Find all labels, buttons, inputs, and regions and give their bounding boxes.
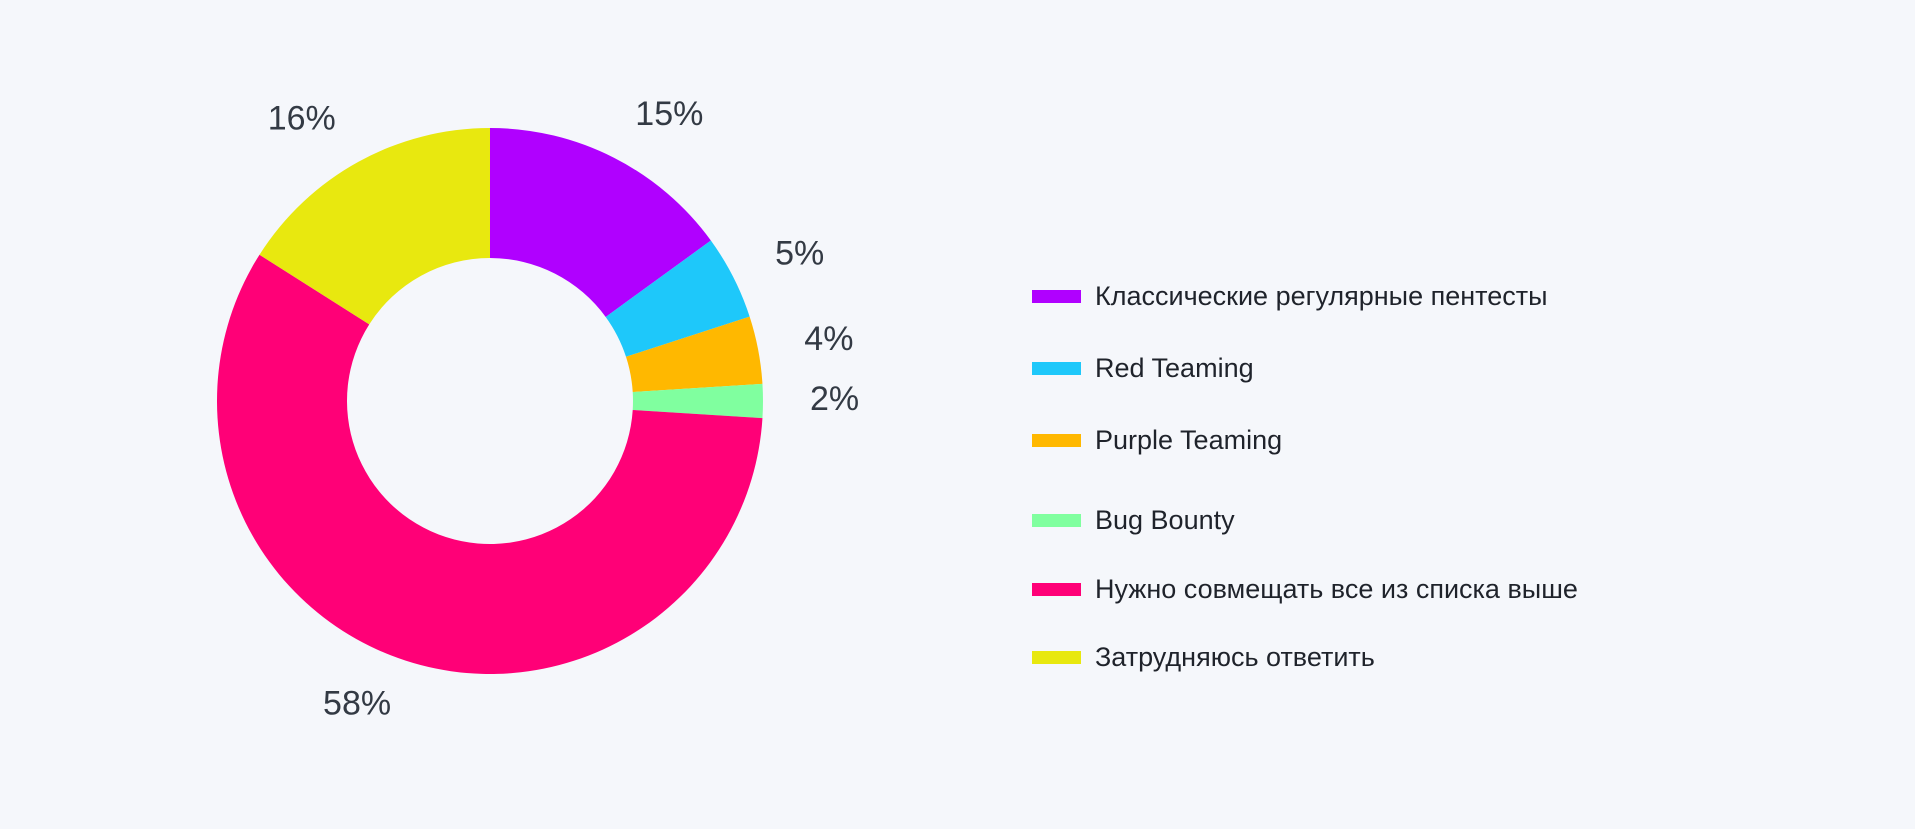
slice-hard-to-answer (259, 128, 490, 325)
legend-label: Затрудняюсь ответить (1095, 641, 1375, 672)
labels-layer: 15% 5% 4% 2% 58% 16% (268, 95, 859, 722)
data-label-pentests: 15% (635, 95, 703, 133)
slice-red-teaming (605, 240, 750, 357)
legend-label: Классические регулярные пентесты (1095, 280, 1548, 311)
slice-bug-bounty (632, 383, 763, 419)
legend-swatch (1032, 433, 1081, 447)
legend-label: Bug Bounty (1095, 504, 1235, 535)
legend-swatch (1032, 513, 1081, 527)
legend-label: Red Teaming (1095, 352, 1254, 383)
slice-combine-all (217, 254, 763, 674)
data-label-combine-all: 58% (323, 684, 391, 722)
legend-swatch (1032, 582, 1081, 596)
legend-item-red-teaming: Red Teaming (1032, 348, 1254, 388)
legend-swatch (1032, 361, 1081, 375)
chart-legend: Классические регулярные пентесты Red Tea… (1032, 0, 1892, 829)
slices-layer (217, 128, 763, 674)
slice-purple-teaming (626, 316, 763, 393)
legend-item-pentests: Классические регулярные пентесты (1032, 276, 1548, 316)
data-label-purple-teaming: 4% (804, 320, 853, 358)
data-label-red-teaming: 5% (775, 235, 824, 273)
legend-label: Нужно совмещать все из списка выше (1095, 573, 1578, 604)
legend-swatch (1032, 289, 1081, 303)
legend-item-bug-bounty: Bug Bounty (1032, 500, 1235, 540)
data-label-bug-bounty: 2% (810, 380, 859, 418)
data-label-hard-to-answer: 16% (268, 100, 336, 138)
slice-pentests (490, 128, 711, 317)
legend-item-purple-teaming: Purple Teaming (1032, 420, 1282, 460)
legend-swatch (1032, 650, 1081, 664)
legend-label: Purple Teaming (1095, 424, 1283, 455)
legend-item-combine-all: Нужно совмещать все из списка выше (1032, 569, 1578, 609)
legend-item-hard-to-answer: Затрудняюсь ответить (1032, 637, 1375, 677)
